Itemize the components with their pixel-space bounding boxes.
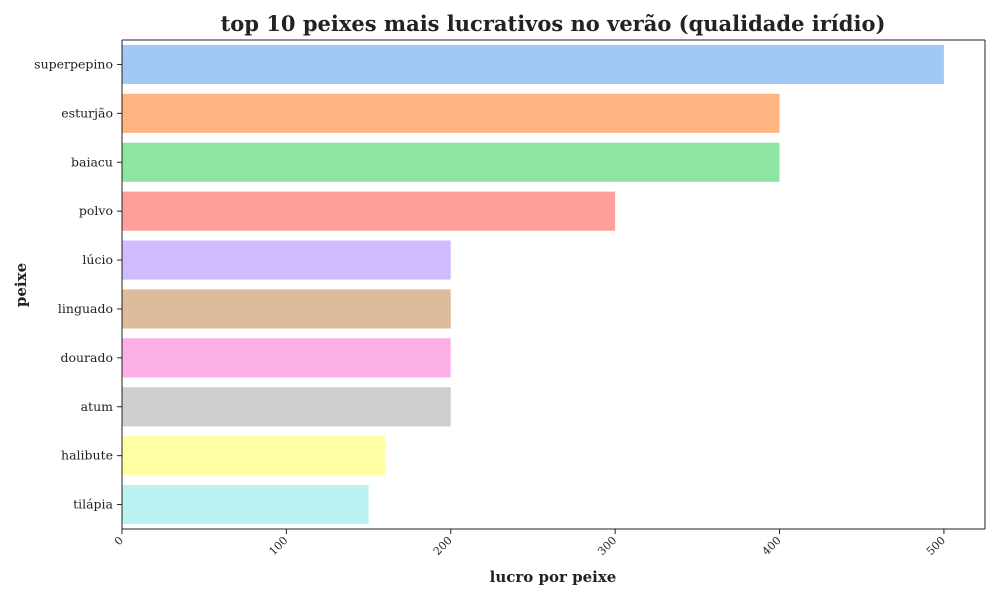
y-tick-label-2: baiacu <box>71 154 113 169</box>
y-tick-label-8: halibute <box>61 448 113 463</box>
bar-2 <box>122 142 780 182</box>
bar-1 <box>122 93 780 133</box>
bar-8 <box>122 436 386 476</box>
bar-7 <box>122 387 451 427</box>
x-axis-ticks: 0 100 200 300 400 500 <box>112 529 948 558</box>
x-tick-label-4: 400 <box>760 534 784 558</box>
x-tick-label-3: 300 <box>595 534 619 558</box>
y-tick-label-3: polvo <box>79 203 113 218</box>
y-tick-label-5: linguado <box>58 301 113 316</box>
y-tick-label-1: esturjão <box>61 105 113 120</box>
bar-9 <box>122 484 369 525</box>
bar-0 <box>122 44 944 85</box>
x-tick-label-1: 100 <box>266 534 290 558</box>
bar-3 <box>122 191 616 231</box>
bar-5 <box>122 289 451 329</box>
x-tick-label-0: 0 <box>112 534 126 548</box>
y-tick-label-6: dourado <box>60 350 113 365</box>
x-tick-label-2: 200 <box>431 534 455 558</box>
chart-title: top 10 peixes mais lucrativos no verão (… <box>221 11 886 36</box>
x-axis-label: lucro por peixe <box>490 568 617 586</box>
y-axis-label: peixe <box>12 263 30 307</box>
y-tick-label-4: lúcio <box>82 252 113 267</box>
x-tick-label-5: 500 <box>924 534 948 558</box>
bar-6 <box>122 338 451 378</box>
y-tick-label-0: superpepino <box>34 56 113 71</box>
y-axis-ticks: superpepino esturjão baiacu polvo lúcio lingu… <box>34 56 122 512</box>
bars-group <box>122 44 944 525</box>
y-tick-label-9: tilápia <box>73 497 113 512</box>
bar-4 <box>122 240 451 280</box>
y-tick-label-7: atum <box>81 399 114 414</box>
